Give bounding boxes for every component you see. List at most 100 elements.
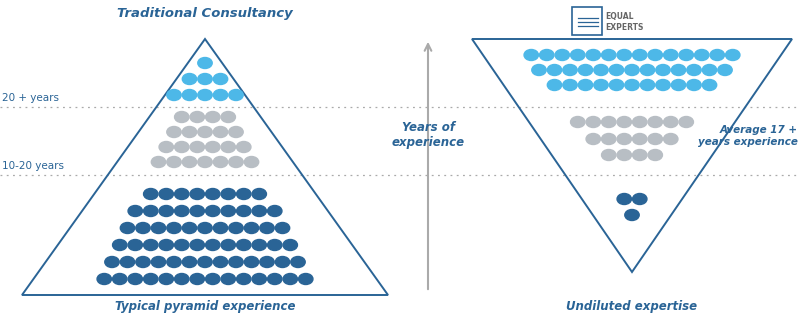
Ellipse shape bbox=[206, 274, 220, 284]
Ellipse shape bbox=[617, 133, 631, 145]
Ellipse shape bbox=[640, 64, 654, 75]
Ellipse shape bbox=[97, 274, 111, 284]
Ellipse shape bbox=[570, 117, 585, 127]
Ellipse shape bbox=[663, 49, 678, 61]
Ellipse shape bbox=[182, 89, 197, 100]
Ellipse shape bbox=[182, 74, 197, 85]
Ellipse shape bbox=[167, 157, 182, 167]
Ellipse shape bbox=[694, 49, 709, 61]
Ellipse shape bbox=[166, 223, 181, 234]
Ellipse shape bbox=[174, 274, 189, 284]
Ellipse shape bbox=[182, 157, 197, 167]
Ellipse shape bbox=[174, 205, 189, 217]
Ellipse shape bbox=[260, 256, 274, 268]
Ellipse shape bbox=[283, 240, 298, 250]
Ellipse shape bbox=[151, 256, 166, 268]
Ellipse shape bbox=[182, 223, 197, 234]
Ellipse shape bbox=[174, 189, 189, 199]
Ellipse shape bbox=[252, 240, 266, 250]
Ellipse shape bbox=[244, 157, 258, 167]
Ellipse shape bbox=[198, 223, 212, 234]
Ellipse shape bbox=[206, 205, 220, 217]
Ellipse shape bbox=[663, 133, 678, 145]
Ellipse shape bbox=[283, 274, 298, 284]
Ellipse shape bbox=[214, 89, 228, 100]
Ellipse shape bbox=[524, 49, 538, 61]
Ellipse shape bbox=[298, 274, 313, 284]
Ellipse shape bbox=[221, 112, 235, 122]
Ellipse shape bbox=[625, 80, 639, 90]
Ellipse shape bbox=[710, 49, 725, 61]
Ellipse shape bbox=[244, 256, 258, 268]
Ellipse shape bbox=[229, 126, 243, 138]
Ellipse shape bbox=[656, 80, 670, 90]
Ellipse shape bbox=[221, 205, 235, 217]
Ellipse shape bbox=[267, 205, 282, 217]
Ellipse shape bbox=[602, 49, 616, 61]
Ellipse shape bbox=[663, 117, 678, 127]
Ellipse shape bbox=[206, 189, 220, 199]
Ellipse shape bbox=[206, 141, 220, 152]
Ellipse shape bbox=[586, 133, 601, 145]
Ellipse shape bbox=[275, 223, 290, 234]
Ellipse shape bbox=[671, 80, 686, 90]
Ellipse shape bbox=[214, 223, 228, 234]
Ellipse shape bbox=[617, 49, 631, 61]
Ellipse shape bbox=[143, 274, 158, 284]
Text: Typical pyramid experience: Typical pyramid experience bbox=[114, 300, 295, 313]
Ellipse shape bbox=[159, 141, 174, 152]
Ellipse shape bbox=[602, 117, 616, 127]
Ellipse shape bbox=[128, 274, 142, 284]
Ellipse shape bbox=[602, 150, 616, 160]
Ellipse shape bbox=[648, 49, 662, 61]
Ellipse shape bbox=[190, 189, 205, 199]
Ellipse shape bbox=[190, 141, 205, 152]
Ellipse shape bbox=[221, 189, 235, 199]
Ellipse shape bbox=[633, 150, 647, 160]
Ellipse shape bbox=[532, 64, 546, 75]
Ellipse shape bbox=[578, 80, 593, 90]
Ellipse shape bbox=[206, 112, 220, 122]
Ellipse shape bbox=[578, 64, 593, 75]
Ellipse shape bbox=[586, 49, 601, 61]
Ellipse shape bbox=[105, 256, 119, 268]
Ellipse shape bbox=[128, 205, 142, 217]
Ellipse shape bbox=[206, 240, 220, 250]
Ellipse shape bbox=[229, 223, 243, 234]
Ellipse shape bbox=[702, 64, 717, 75]
Ellipse shape bbox=[625, 210, 639, 221]
Ellipse shape bbox=[594, 64, 608, 75]
Ellipse shape bbox=[602, 133, 616, 145]
Ellipse shape bbox=[190, 240, 205, 250]
Ellipse shape bbox=[610, 64, 624, 75]
Ellipse shape bbox=[198, 57, 212, 68]
Ellipse shape bbox=[555, 49, 570, 61]
Ellipse shape bbox=[290, 256, 305, 268]
Ellipse shape bbox=[166, 89, 181, 100]
Ellipse shape bbox=[625, 64, 639, 75]
Ellipse shape bbox=[539, 49, 554, 61]
Ellipse shape bbox=[151, 223, 166, 234]
Ellipse shape bbox=[182, 256, 197, 268]
Text: Undiluted expertise: Undiluted expertise bbox=[566, 300, 698, 313]
Ellipse shape bbox=[190, 274, 205, 284]
Ellipse shape bbox=[113, 274, 127, 284]
Ellipse shape bbox=[182, 126, 197, 138]
Ellipse shape bbox=[229, 157, 243, 167]
Ellipse shape bbox=[190, 205, 205, 217]
Ellipse shape bbox=[633, 49, 647, 61]
Ellipse shape bbox=[640, 80, 654, 90]
Ellipse shape bbox=[174, 240, 189, 250]
Ellipse shape bbox=[190, 112, 205, 122]
Ellipse shape bbox=[547, 64, 562, 75]
Ellipse shape bbox=[221, 240, 235, 250]
Ellipse shape bbox=[656, 64, 670, 75]
Ellipse shape bbox=[617, 117, 631, 127]
Ellipse shape bbox=[214, 126, 228, 138]
Ellipse shape bbox=[128, 240, 142, 250]
Ellipse shape bbox=[648, 133, 662, 145]
Ellipse shape bbox=[686, 80, 701, 90]
Ellipse shape bbox=[198, 157, 212, 167]
Ellipse shape bbox=[174, 141, 189, 152]
Ellipse shape bbox=[143, 189, 158, 199]
